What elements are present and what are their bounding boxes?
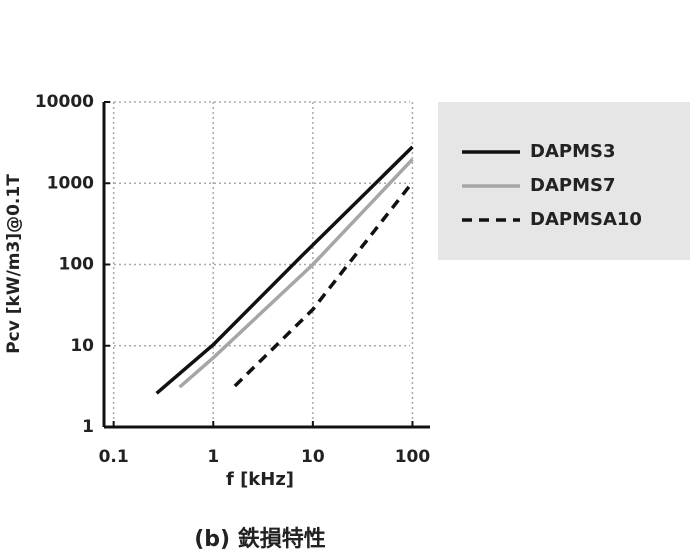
x-tick-label: 0.1: [99, 447, 129, 467]
legend-label: DAPMSA10: [530, 209, 642, 230]
legend-box: [438, 102, 690, 260]
x-tick-label: 100: [395, 447, 431, 467]
legend-label: DAPMS7: [530, 175, 615, 196]
caption: (b) 鉄損特性: [194, 526, 326, 552]
y-tick-label: 1: [82, 417, 94, 437]
y-tick-label: 100: [59, 255, 95, 275]
x-tick-label: 1: [207, 447, 219, 467]
y-tick-label: 10: [70, 336, 94, 356]
y-tick-label: 1000: [47, 173, 94, 193]
legend-label: DAPMS3: [530, 141, 615, 162]
y-tick-label: 10000: [35, 92, 94, 112]
x-tick-label: 10: [301, 447, 325, 467]
x-axis-label: f [kHz]: [226, 469, 294, 490]
data-line: [155, 145, 414, 395]
y-axis-label: Pcv [kW/m3]@0.1T: [4, 174, 24, 354]
data-line: [233, 181, 414, 388]
data-line: [178, 158, 414, 389]
